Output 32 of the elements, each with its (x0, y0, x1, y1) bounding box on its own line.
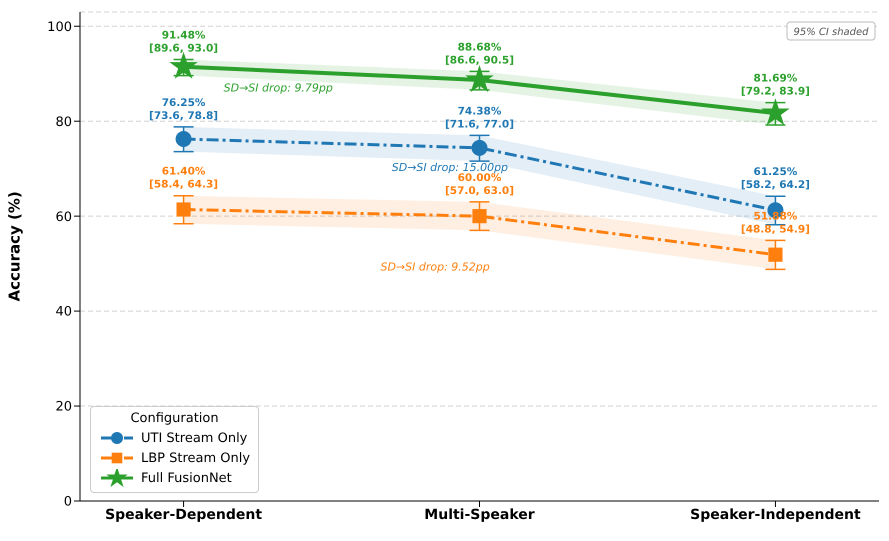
point (768, 248, 783, 262)
legend-label: UTI Stream Only (141, 430, 248, 446)
y-tick-label: 100 (47, 20, 72, 35)
annotation: SD→SI drop: 9.52pp (380, 260, 490, 274)
y-tick-label: 60 (55, 210, 72, 225)
data-label: 81.69% [79.2, 83.9] (740, 72, 810, 98)
point (472, 209, 487, 224)
point (465, 65, 494, 92)
x-tick-label: Speaker-Dependent (105, 506, 262, 523)
data-label: 91.48% [89.6, 93.0] (149, 29, 218, 54)
data-label: 61.40% [58.4, 64.3] (149, 166, 218, 191)
data-label: 74.38% [71.6, 77.0] (444, 105, 514, 130)
annotation: SD→SI drop: 15.00pp (392, 161, 508, 174)
data-label: 61.25% [58.2, 64.2] (740, 166, 810, 192)
y-tick-label: 80 (55, 114, 72, 130)
annotation: 95% CI shaded (793, 27, 870, 38)
x-tick-label: Multi-Speaker (424, 506, 535, 523)
y-tick-label: 40 (55, 304, 72, 320)
data-label: 76.25% [73.6, 78.8] (149, 96, 218, 122)
point (176, 131, 192, 147)
legend-label: Full FusionNet (141, 470, 232, 486)
legend-title: Configuration (129, 411, 220, 426)
data-label: 88.68% [86.6, 90.5] (444, 41, 514, 66)
point (472, 140, 488, 156)
y-tick-label: 20 (55, 400, 72, 415)
x-tick-label: Speaker-Independent (690, 506, 862, 523)
point (176, 202, 191, 217)
annotation: SD→SI drop: 9.79pp (224, 81, 333, 94)
y-axis-title: Accuracy (%) (5, 191, 24, 302)
y-tick-label: 0 (64, 494, 72, 510)
point (169, 52, 198, 79)
legend-label: LBP Stream Only (141, 450, 250, 466)
